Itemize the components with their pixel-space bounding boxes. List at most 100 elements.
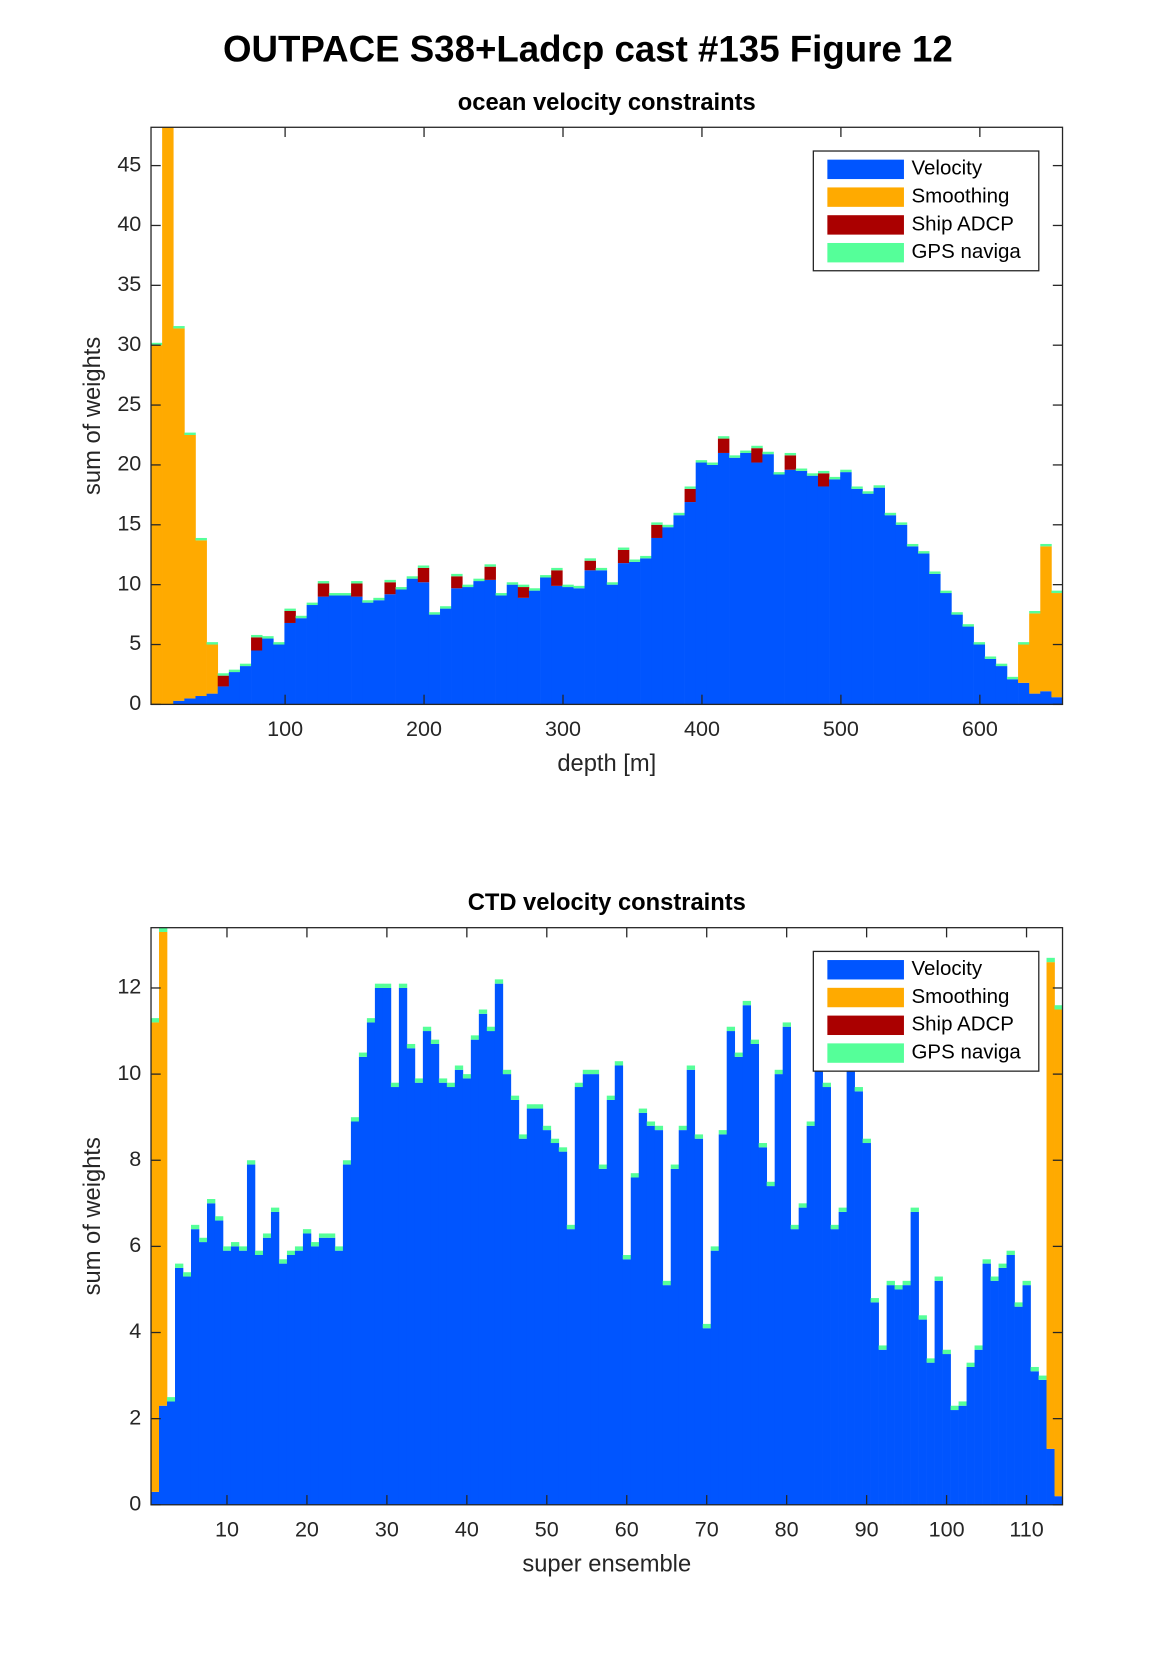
bar-segment (814, 1065, 823, 1505)
bar-segment (278, 1259, 288, 1264)
bar-segment (270, 1207, 280, 1212)
legend-swatch (827, 215, 904, 235)
bar-segment (973, 644, 986, 705)
bar-segment (1051, 697, 1063, 705)
plot: 100 200 300 400 500 600 0 5 10 15 20 25 30 35 40 45 ocea… (80, 90, 1064, 777)
legend-swatch (827, 159, 904, 180)
bar-segment (310, 1242, 320, 1247)
bar-segment (1022, 1280, 1031, 1286)
bar-segment (528, 588, 541, 591)
bar-segment (206, 644, 219, 694)
bar-segment (430, 1039, 440, 1044)
figure-title: OUTPACE S38+Ladcp cast #135 Figure 12 (223, 28, 953, 69)
bar-segment (1018, 642, 1030, 645)
bar-segment (217, 675, 230, 687)
bar-segment (774, 1074, 783, 1505)
bar-segment (918, 1315, 927, 1320)
bar-segment (184, 432, 196, 435)
bar-segment (251, 634, 263, 638)
bar-segment (284, 608, 296, 612)
bar-segment (273, 642, 285, 645)
y-tick-label: 6 (129, 1232, 141, 1257)
bar-segment (684, 488, 697, 503)
legend-label: Velocity (912, 157, 983, 180)
bar-segment (751, 462, 763, 705)
bar-segment (629, 561, 641, 705)
bar-segment (798, 1207, 807, 1505)
bar-segment (217, 673, 230, 676)
bar-segment (573, 588, 585, 705)
bar-segment (184, 434, 196, 699)
bar-segment (246, 1164, 256, 1505)
bar-segment (894, 1289, 903, 1505)
bar-segment (190, 1229, 200, 1505)
bar-segment (526, 1104, 536, 1109)
bar-segment (678, 1130, 688, 1505)
bar-segment (374, 987, 384, 1505)
bar-segment (1051, 590, 1063, 594)
legend-swatch (827, 960, 904, 980)
bar-segment (366, 1022, 376, 1505)
bar-segment (718, 1134, 728, 1505)
bar-segment (617, 549, 630, 564)
bar-segment (1006, 1250, 1015, 1255)
bar-segment (222, 1246, 232, 1251)
bar-segment (984, 658, 997, 705)
bar-segment (662, 527, 674, 705)
x-axis-label: super ensemble (522, 1551, 691, 1577)
bar-segment (206, 1199, 216, 1204)
bar-segment (175, 1263, 184, 1268)
bar-segment (440, 608, 452, 705)
bar-segment (862, 1138, 871, 1144)
bar-segment (838, 1207, 847, 1212)
bar-segment (962, 626, 974, 705)
bar-segment (486, 1031, 496, 1505)
bar-segment (822, 1087, 831, 1505)
bar-segment (590, 1074, 600, 1505)
bar-segment (451, 588, 463, 705)
bar-segment (654, 1130, 664, 1505)
bar-segment (694, 1134, 704, 1139)
bar-segment (318, 1237, 328, 1505)
bar-segment (686, 1065, 696, 1070)
bar-segment (484, 564, 496, 567)
bar-segment (606, 1099, 616, 1505)
bar-segment (951, 614, 963, 705)
bar-segment (294, 1250, 304, 1505)
bar-segment (1038, 1375, 1047, 1380)
bars (151, 927, 1063, 1505)
bar-segment (358, 1056, 368, 1505)
bar-segment (584, 558, 596, 561)
bar-segment (684, 486, 697, 489)
bar-segment (159, 927, 168, 932)
bar-segment (902, 1280, 911, 1286)
bar-segment (506, 582, 519, 585)
bar-segment (710, 1250, 720, 1505)
bar-segment (706, 464, 719, 705)
bar-segment (902, 1285, 911, 1505)
bar-segment (762, 454, 774, 705)
bar-segment (484, 566, 496, 580)
bar-segment (384, 594, 396, 705)
bar-segment (973, 642, 986, 645)
bar-segment (762, 451, 774, 455)
bar-segment (398, 987, 408, 1505)
bar-segment (806, 473, 819, 476)
bar-segment (414, 1078, 424, 1083)
bar-segment (1029, 613, 1041, 694)
bar-segment (686, 1069, 696, 1505)
bar-segment (390, 1082, 400, 1088)
bar-segment (195, 537, 207, 541)
bars (151, 127, 1063, 705)
bar-segment (528, 590, 541, 705)
bar-segment (486, 1026, 496, 1032)
bar-segment (784, 452, 797, 456)
bar-segment (870, 1302, 879, 1505)
bar-segment (230, 1246, 240, 1505)
bar-segment (795, 470, 808, 705)
bar-segment (974, 1349, 983, 1505)
bar-segment (190, 1224, 200, 1230)
y-tick-label: 20 (117, 451, 141, 476)
bar-segment (846, 1065, 855, 1505)
x-tick-label: 110 (1009, 1516, 1043, 1541)
